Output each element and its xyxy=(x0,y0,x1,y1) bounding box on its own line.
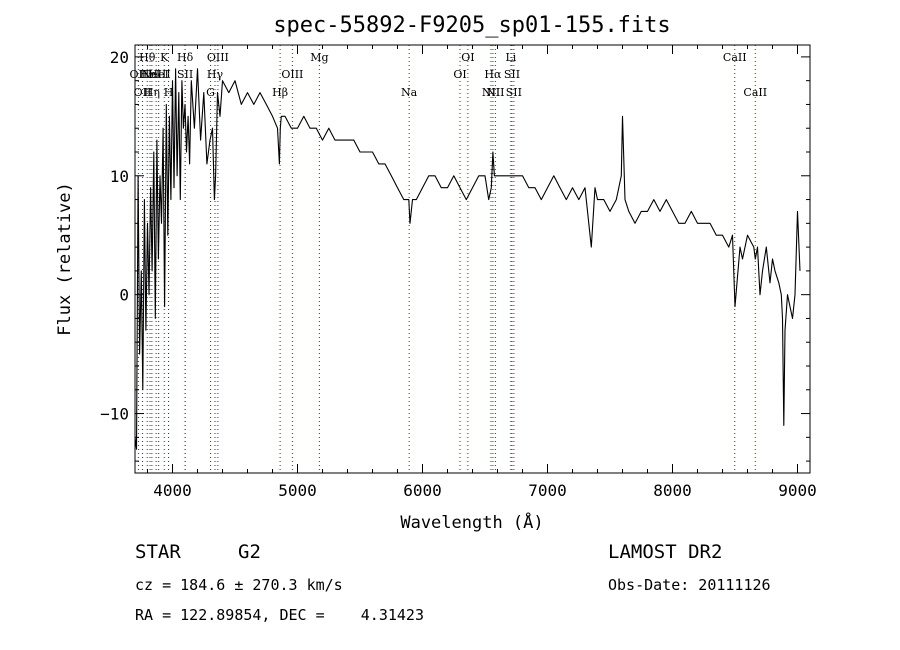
line-marker-label-25: SII xyxy=(506,86,522,99)
line-marker-label-7: K xyxy=(160,51,169,64)
line-marker-label-16: Mg xyxy=(310,51,328,64)
object-class-label: STAR xyxy=(135,541,181,563)
line-marker-label-6: HeI xyxy=(148,68,168,81)
survey-label: LAMOST DR2 xyxy=(608,541,723,563)
line-marker-label-22: NII xyxy=(486,86,504,99)
x-tick-label-8000: 8000 xyxy=(653,481,692,500)
redshift-velocity: cz = 184.6 ± 270.3 km/s xyxy=(135,576,343,594)
line-marker-label-24: SII xyxy=(504,68,520,81)
x-tick-label-6000: 6000 xyxy=(403,481,442,500)
y-axis-label: Flux (relative) xyxy=(55,182,75,336)
spectrum-line xyxy=(134,68,801,450)
line-marker-label-18: OI xyxy=(453,68,466,81)
chart-title: spec-55892-F9205_sp01-155.fits xyxy=(273,13,670,38)
x-tick-label-5000: 5000 xyxy=(278,481,317,500)
x-tick-label-7000: 7000 xyxy=(528,481,567,500)
line-marker-label-19: OI xyxy=(461,51,474,64)
line-marker-label-27: CaII xyxy=(743,86,767,99)
observation-date: Obs-Date: 20111126 xyxy=(608,576,771,594)
line-marker-label-13: OIII xyxy=(207,51,229,64)
line-marker-label-23: Li xyxy=(505,51,516,64)
line-marker-label-15: OIII xyxy=(281,68,303,81)
x-tick-label-4000: 4000 xyxy=(153,481,192,500)
y-tick-label--10: −10 xyxy=(100,405,129,424)
line-marker-label-12: Hγ xyxy=(207,68,224,81)
line-marker-label-21: Hα xyxy=(484,68,502,81)
x-axis-label: Wavelength (Å) xyxy=(400,511,543,533)
line-marker-label-26: CaII xyxy=(723,51,747,64)
line-marker-label-11: G xyxy=(206,86,215,99)
y-tick-label-20: 20 xyxy=(110,48,129,67)
plot-frame xyxy=(134,44,811,474)
ra-dec-coordinates: RA = 122.89854, DEC = 4.31423 xyxy=(135,606,424,624)
line-marker-label-2: Hθ xyxy=(139,51,156,64)
line-marker-label-8: H xyxy=(164,86,174,99)
line-marker-label-3: HeI xyxy=(140,68,160,81)
line-marker-label-17: Na xyxy=(401,86,418,99)
line-marker-label-14: Hβ xyxy=(272,86,288,99)
line-marker-label-10: SII xyxy=(177,68,193,81)
line-marker-label-5: NeIII xyxy=(142,68,171,81)
y-tick-label-10: 10 xyxy=(110,167,129,186)
x-tick-label-9000: 9000 xyxy=(778,481,817,500)
y-tick-label-0: 0 xyxy=(119,286,129,305)
object-subclass-label: G2 xyxy=(238,541,261,563)
line-marker-label-4: Hη xyxy=(144,86,160,99)
